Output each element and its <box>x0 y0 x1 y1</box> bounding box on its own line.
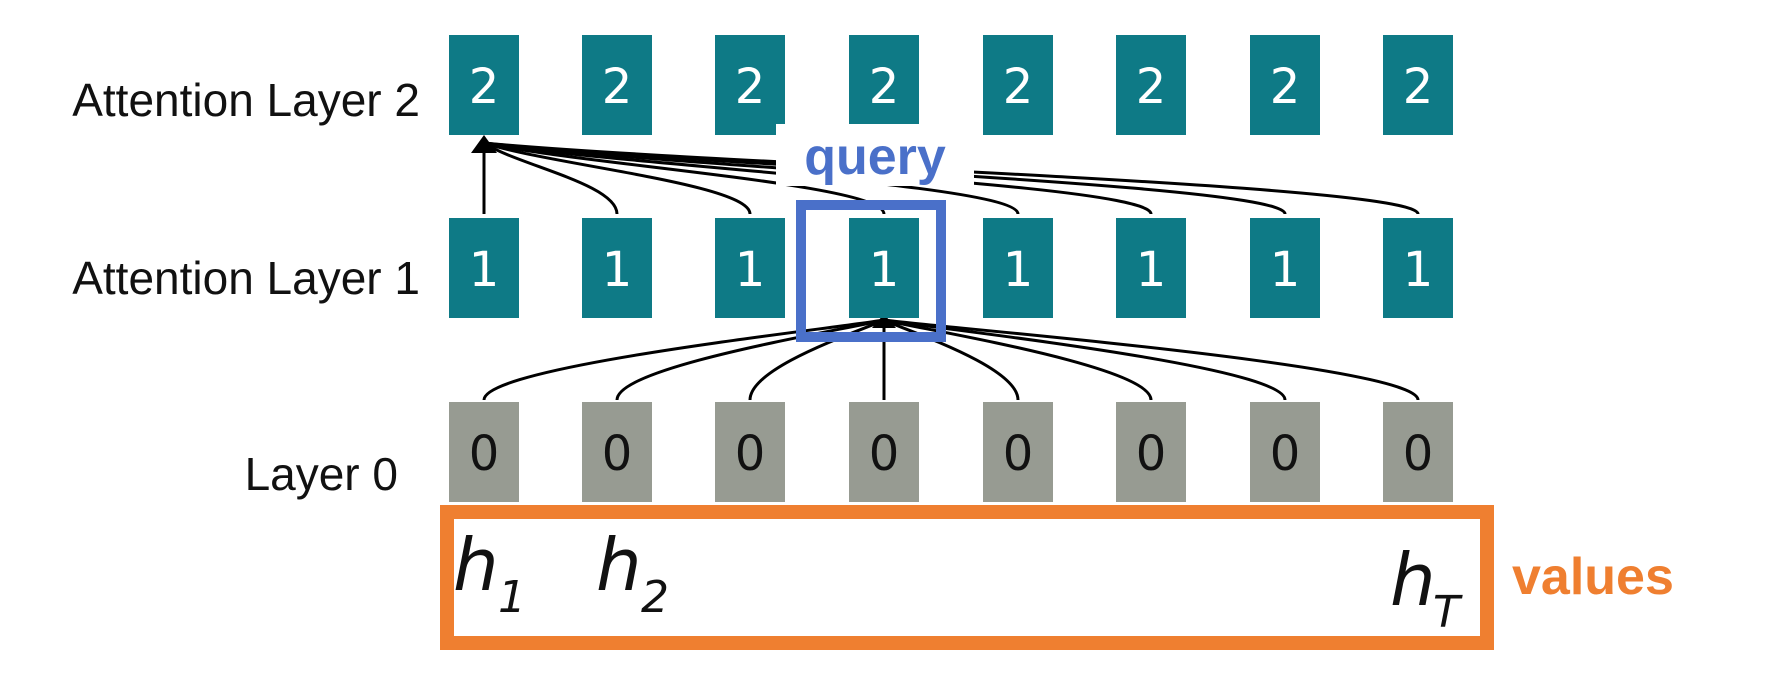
query-label: query <box>804 128 946 186</box>
svg-text:h: h <box>596 523 642 607</box>
hidden-state-hT: h T <box>1390 538 1463 638</box>
row-label-attention-layer-2: Attention Layer 2 <box>72 74 420 126</box>
connection-layer0-to-layer1-3 <box>748 318 885 401</box>
attention-layer-2-cell-5: 2 <box>983 35 1053 135</box>
attention-layer-1-cell-8: 1 <box>1383 218 1453 318</box>
layer-0-cell-3: 0 <box>715 402 785 502</box>
svg-text:0: 0 <box>602 426 633 482</box>
svg-text:2: 2 <box>1270 59 1301 115</box>
attention-layer-1-cell-5: 1 <box>983 218 1053 318</box>
svg-text:0: 0 <box>469 426 500 482</box>
row-label-layer-0: Layer 0 <box>245 448 398 500</box>
query-highlight-box <box>796 200 946 342</box>
svg-text:T: T <box>1433 587 1463 638</box>
connection-layer0-to-layer1-5 <box>883 318 1020 401</box>
hidden-state-h1: h 1 <box>453 523 526 623</box>
attention-layer-1-cell-7: 1 <box>1250 218 1320 318</box>
layer-0-cell-5: 0 <box>983 402 1053 502</box>
hidden-state-h2: h 2 <box>596 523 669 623</box>
svg-text:2: 2 <box>1403 59 1434 115</box>
layer-0-cell-2: 0 <box>582 402 652 502</box>
values-box <box>440 505 1494 650</box>
svg-text:1: 1 <box>1403 242 1434 298</box>
connection-layer0-to-layer1-1 <box>482 318 885 401</box>
attention-layer-2-cell-8: 2 <box>1383 35 1453 135</box>
svg-text:1: 1 <box>869 242 900 298</box>
attention-layer-2-cell-3: 2 <box>715 35 785 135</box>
row-label-attention-layer-1: Attention Layer 1 <box>72 252 420 304</box>
cell-grid: 2 2 2 2 2 2 2 2 1 1 1 1 1 1 1 1 0 0 0 0 0 0 0 0 <box>449 35 1453 502</box>
attention-layer-1-cell-6: 1 <box>1116 218 1186 318</box>
svg-text:2: 2 <box>602 59 633 115</box>
svg-text:2: 2 <box>469 59 500 115</box>
attention-layer-2-cell-2: 2 <box>582 35 652 135</box>
svg-text:0: 0 <box>1270 426 1301 482</box>
svg-text:1: 1 <box>469 242 500 298</box>
svg-text:1: 1 <box>735 242 766 298</box>
svg-text:0: 0 <box>1136 426 1167 482</box>
attention-layer-1-cell-1: 1 <box>449 218 519 318</box>
arrowhead-layer2 <box>471 135 497 153</box>
svg-text:h: h <box>1390 538 1436 622</box>
attention-layer-2-cell-4: 2 <box>849 35 919 135</box>
layer-0-cell-4: 0 <box>849 402 919 502</box>
values-label: values <box>1512 548 1674 606</box>
attention-layer-1-cell-4: 1 <box>849 218 919 318</box>
svg-text:1: 1 <box>1136 242 1167 298</box>
svg-text:2: 2 <box>1003 59 1034 115</box>
query-label-backdrop <box>776 124 974 186</box>
svg-text:2: 2 <box>641 572 669 623</box>
layer-0-cell-1: 0 <box>449 402 519 502</box>
attention-layer-2-cell-1: 2 <box>449 35 519 135</box>
svg-text:1: 1 <box>1003 242 1034 298</box>
attention-layer-2-cell-6: 2 <box>1116 35 1186 135</box>
layer-0-cell-8: 0 <box>1383 402 1453 502</box>
svg-text:1: 1 <box>498 572 526 623</box>
layer-0-cell-6: 0 <box>1116 402 1186 502</box>
svg-text:1: 1 <box>1270 242 1301 298</box>
arrowhead-layer1 <box>872 314 896 328</box>
svg-text:1: 1 <box>602 242 633 298</box>
connection-layer1-to-layer2-3 <box>483 141 752 215</box>
connection-layer0-to-layer1-2 <box>615 318 885 401</box>
svg-text:0: 0 <box>869 426 900 482</box>
connection-layer1-to-layer2-8 <box>483 141 1420 215</box>
svg-text:2: 2 <box>1136 59 1167 115</box>
connection-layer1-to-layer2-2 <box>483 141 619 215</box>
attention-layer-1-cell-2: 1 <box>582 218 652 318</box>
attention-layer-2-cell-7: 2 <box>1250 35 1320 135</box>
svg-text:2: 2 <box>869 59 900 115</box>
svg-text:h: h <box>453 523 499 607</box>
attention-layer-1-cell-3: 1 <box>715 218 785 318</box>
svg-text:0: 0 <box>735 426 766 482</box>
layer-0-cell-7: 0 <box>1250 402 1320 502</box>
connection-layer0-to-layer1-6 <box>883 318 1153 401</box>
svg-text:2: 2 <box>735 59 766 115</box>
svg-text:0: 0 <box>1403 426 1434 482</box>
svg-text:0: 0 <box>1003 426 1034 482</box>
